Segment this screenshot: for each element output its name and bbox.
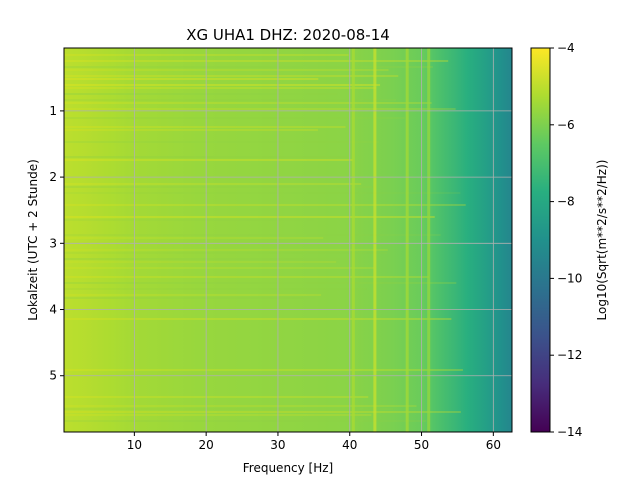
time-band: [64, 78, 319, 80]
time-band: [64, 249, 388, 251]
y-tick-label: 3: [49, 236, 57, 250]
time-band: [64, 297, 316, 299]
y-tick-label: 5: [49, 369, 57, 383]
time-band: [64, 108, 456, 110]
x-tick-label: 10: [127, 438, 142, 452]
time-band: [64, 420, 427, 422]
time-band: [64, 141, 380, 143]
y-tick-label: 1: [49, 104, 57, 118]
x-tick-label: 40: [342, 438, 357, 452]
time-band: [64, 405, 417, 407]
time-band: [64, 93, 338, 95]
time-band: [64, 60, 449, 62]
time-band: [64, 216, 435, 218]
colorbar-tick-label: −6: [557, 118, 575, 132]
heatmap-area: [64, 48, 512, 432]
x-tick-label: 20: [199, 438, 214, 452]
colorbar-tick-label: −8: [557, 195, 575, 209]
y-axis-label: Lokalzeit (UTC + 2 Stunde): [26, 159, 40, 321]
time-band: [64, 84, 381, 86]
time-band: [64, 204, 466, 206]
time-band: [64, 126, 346, 128]
colorbar-ticks: −4 −6 −8 −10 −12 −14: [550, 41, 582, 439]
spectral-features: [351, 48, 431, 432]
chart-title: XG UHA1 DHZ: 2020-08-14: [186, 26, 390, 44]
time-band: [64, 183, 362, 185]
time-band: [64, 129, 318, 131]
colorbar-label: Log10(Sqrt(m**2/s**2/Hz)): [595, 160, 609, 321]
time-band: [64, 66, 433, 68]
spectral-line: [405, 48, 409, 432]
time-band: [64, 276, 429, 278]
spectral-line: [373, 48, 377, 432]
y-tick-label: 4: [49, 303, 57, 317]
time-band: [64, 294, 322, 296]
plot-frame: [63, 47, 513, 433]
time-band: [64, 261, 337, 263]
x-axis-ticks: 10 20 30 40 50 60: [127, 432, 501, 452]
time-band: [64, 318, 452, 320]
y-tick-label: 2: [49, 170, 57, 184]
time-band: [64, 117, 405, 119]
time-band: [64, 87, 377, 89]
x-axis-label: Frequency [Hz]: [243, 461, 334, 475]
x-tick-label: 30: [270, 438, 285, 452]
y-axis-ticks: 1 2 3 4 5: [49, 104, 64, 383]
time-band: [64, 288, 367, 290]
colorbar-tick-label: −4: [557, 41, 575, 55]
time-band: [64, 267, 374, 269]
spectral-line: [427, 48, 431, 432]
grid-lines: [64, 48, 512, 432]
time-band: [64, 99, 397, 101]
time-band: [64, 258, 357, 260]
time-band: [64, 282, 457, 284]
colorbar-tick-label: −12: [557, 348, 582, 362]
time-band: [64, 252, 387, 254]
colorbar-tick-label: −14: [557, 425, 582, 439]
x-tick-label: 60: [486, 438, 501, 452]
time-band: [64, 411, 461, 413]
time-band: [64, 186, 373, 188]
time-band: [64, 219, 315, 221]
colorbar: [530, 47, 551, 433]
time-band: [64, 192, 461, 194]
x-tick-label: 50: [414, 438, 429, 452]
time-band: [64, 408, 394, 410]
time-band: [64, 75, 399, 77]
time-band: [64, 69, 389, 71]
spectrogram-base: [64, 48, 512, 432]
time-band: [64, 102, 432, 104]
time-band: [64, 237, 324, 239]
spectral-line: [351, 48, 355, 432]
colorbar-tick-label: −10: [557, 271, 582, 285]
time-band: [64, 234, 441, 236]
time-band: [64, 369, 463, 371]
time-band: [64, 396, 369, 398]
time-band: [64, 414, 372, 416]
time-band: [64, 159, 353, 161]
